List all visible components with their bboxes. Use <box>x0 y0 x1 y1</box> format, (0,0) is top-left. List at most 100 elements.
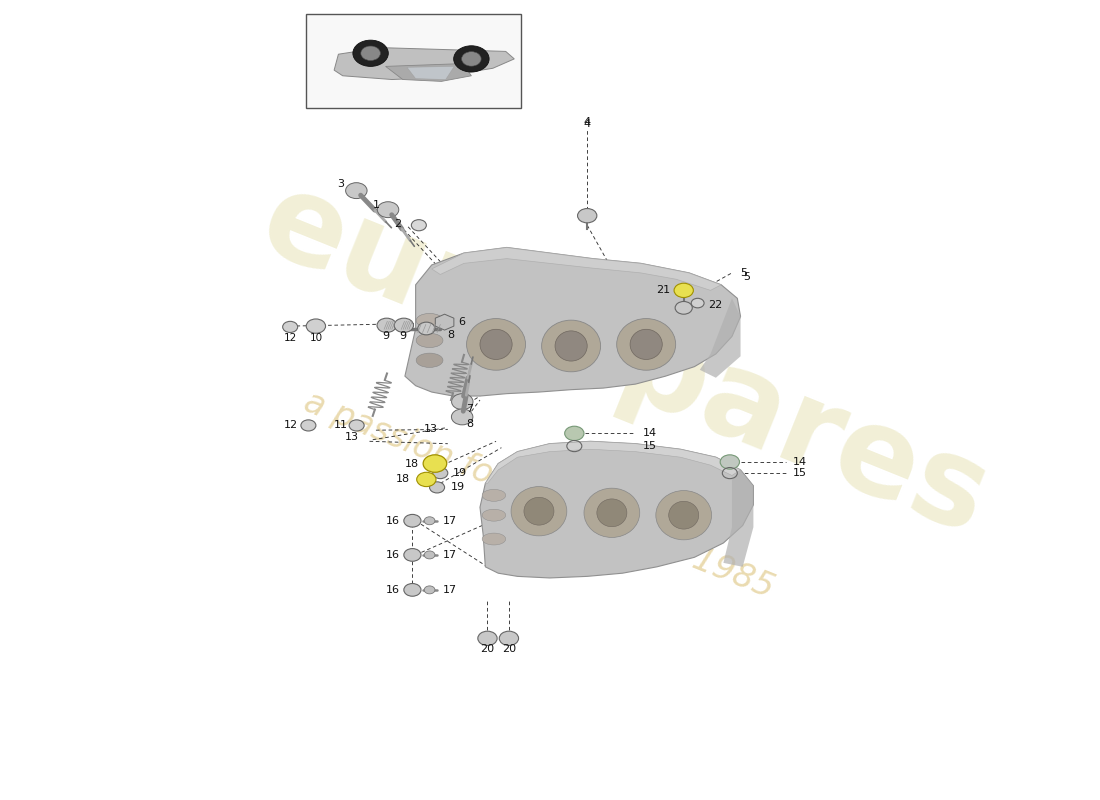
Polygon shape <box>485 442 740 483</box>
Text: 17: 17 <box>442 516 456 526</box>
Ellipse shape <box>597 499 627 526</box>
Text: 14: 14 <box>644 428 657 438</box>
Circle shape <box>578 209 597 223</box>
Circle shape <box>404 549 421 562</box>
Text: 12: 12 <box>284 333 297 343</box>
Text: 6: 6 <box>459 317 465 327</box>
Ellipse shape <box>482 490 506 502</box>
Circle shape <box>353 40 388 66</box>
Circle shape <box>453 46 490 72</box>
Text: 4: 4 <box>584 118 591 129</box>
Polygon shape <box>386 63 472 82</box>
Ellipse shape <box>584 488 640 538</box>
Circle shape <box>720 455 739 469</box>
Polygon shape <box>480 442 754 578</box>
Circle shape <box>301 420 316 431</box>
Circle shape <box>462 52 481 66</box>
Ellipse shape <box>656 490 712 540</box>
Circle shape <box>349 420 364 431</box>
Ellipse shape <box>541 320 601 372</box>
Circle shape <box>361 46 381 61</box>
Circle shape <box>425 586 435 594</box>
Ellipse shape <box>669 502 698 529</box>
Polygon shape <box>407 66 454 79</box>
Ellipse shape <box>617 318 675 370</box>
Text: 16: 16 <box>385 516 399 526</box>
Text: 11: 11 <box>334 421 348 430</box>
Circle shape <box>404 583 421 596</box>
Circle shape <box>394 318 414 333</box>
Text: 9: 9 <box>382 331 389 342</box>
Polygon shape <box>334 48 515 79</box>
Text: 2: 2 <box>395 218 402 229</box>
Ellipse shape <box>482 510 506 521</box>
Polygon shape <box>431 247 722 290</box>
Ellipse shape <box>416 353 443 367</box>
Text: 16: 16 <box>385 550 399 560</box>
Ellipse shape <box>630 330 662 359</box>
Text: 18: 18 <box>396 474 410 485</box>
Ellipse shape <box>556 331 587 361</box>
Polygon shape <box>405 247 740 396</box>
Circle shape <box>424 455 447 472</box>
Text: 14: 14 <box>793 457 807 467</box>
Text: 9: 9 <box>399 331 406 342</box>
Circle shape <box>377 202 399 218</box>
Text: 17: 17 <box>442 585 456 595</box>
Text: 15: 15 <box>793 468 807 478</box>
Polygon shape <box>724 470 754 567</box>
Text: 13: 13 <box>344 432 359 442</box>
Text: 13: 13 <box>425 424 438 434</box>
Text: 22: 22 <box>708 300 723 310</box>
Text: 16: 16 <box>385 585 399 595</box>
Ellipse shape <box>512 486 566 536</box>
Circle shape <box>411 220 427 230</box>
Circle shape <box>452 394 473 410</box>
Ellipse shape <box>480 330 513 359</box>
Text: 3: 3 <box>337 179 344 189</box>
Circle shape <box>418 322 434 335</box>
Circle shape <box>404 514 421 527</box>
Text: 10: 10 <box>309 333 322 343</box>
Text: 20: 20 <box>481 644 495 654</box>
Circle shape <box>430 482 444 493</box>
Text: 7: 7 <box>466 404 473 414</box>
Circle shape <box>674 283 693 298</box>
Text: 19: 19 <box>451 482 465 492</box>
Text: 15: 15 <box>644 441 657 451</box>
Polygon shape <box>700 298 740 378</box>
Text: 1: 1 <box>373 200 381 210</box>
Circle shape <box>691 298 704 308</box>
Text: 8: 8 <box>466 419 473 429</box>
Circle shape <box>425 517 435 525</box>
Circle shape <box>377 318 396 333</box>
Text: 5: 5 <box>742 272 750 282</box>
Text: 8: 8 <box>448 330 454 340</box>
Text: 19: 19 <box>453 468 468 478</box>
Text: 5: 5 <box>740 268 748 278</box>
Circle shape <box>345 182 367 198</box>
Circle shape <box>425 551 435 559</box>
Text: 17: 17 <box>442 550 456 560</box>
Ellipse shape <box>466 318 526 370</box>
Text: eurospares: eurospares <box>244 162 1005 559</box>
Text: 18: 18 <box>405 458 419 469</box>
Text: 20: 20 <box>502 644 516 654</box>
Ellipse shape <box>416 314 443 328</box>
Text: 12: 12 <box>284 421 298 430</box>
Ellipse shape <box>524 498 554 525</box>
Circle shape <box>306 319 326 334</box>
Bar <box>306 14 520 108</box>
Circle shape <box>499 631 518 646</box>
Circle shape <box>432 467 448 478</box>
Circle shape <box>417 472 436 486</box>
Ellipse shape <box>416 334 443 347</box>
Ellipse shape <box>482 533 506 545</box>
Text: 21: 21 <box>656 286 670 295</box>
Circle shape <box>451 409 473 425</box>
Circle shape <box>564 426 584 441</box>
Text: 4: 4 <box>584 117 591 127</box>
Circle shape <box>477 631 497 646</box>
Circle shape <box>675 302 692 314</box>
Circle shape <box>283 322 298 333</box>
